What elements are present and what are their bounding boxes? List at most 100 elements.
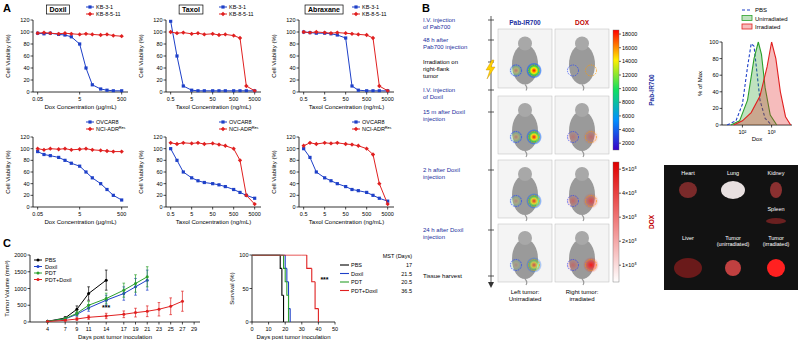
point: [196, 89, 199, 92]
legend-label: PDT: [45, 270, 57, 276]
x-tick: [158, 322, 159, 325]
signal: [566, 194, 580, 208]
y-tick: [297, 92, 300, 93]
survival-step: [302, 255, 307, 256]
image-frame: [498, 160, 552, 218]
point: [99, 148, 103, 152]
legend-marker: [221, 127, 225, 131]
x-tick: [170, 92, 171, 95]
point: [169, 305, 172, 308]
point: [336, 182, 339, 185]
point: [308, 156, 311, 159]
error-bar: [181, 291, 184, 311]
x-tick-label: 5: [323, 211, 326, 217]
y-tick-label: 0: [159, 89, 162, 95]
legend-label: Doxil: [45, 264, 57, 270]
tumor-outline: [568, 196, 579, 207]
y-tick: [31, 172, 34, 173]
x-tick-label: 25: [168, 326, 174, 332]
point: [223, 32, 227, 36]
mouse-tail: [525, 215, 527, 221]
point: [386, 202, 390, 206]
timeline-step: 15 m after Doxilinjection: [423, 109, 465, 122]
colorbar-tick: [619, 129, 621, 130]
text-line: I.V. injection: [423, 17, 455, 23]
y-tick-label: 20: [156, 77, 162, 83]
tumor-outline: [511, 196, 522, 207]
point: [42, 148, 46, 152]
survival-step: [288, 295, 289, 322]
text-line: Heart: [681, 170, 695, 176]
legend-swatch: [742, 16, 752, 21]
x-tick: [191, 207, 192, 210]
point: [223, 144, 227, 148]
point: [232, 89, 235, 92]
signal: [509, 64, 523, 78]
x-tick-label: 0.05: [32, 96, 43, 102]
legend-line: [340, 281, 349, 282]
point: [120, 149, 124, 153]
title-box: [46, 5, 69, 14]
point: [196, 141, 200, 145]
tissue-label: Liver: [682, 235, 694, 241]
point: [122, 289, 125, 292]
panel-label: C: [3, 237, 11, 249]
y-tick-label: 500: [17, 302, 26, 308]
signal: [526, 63, 542, 79]
point: [48, 147, 52, 151]
y-tick: [164, 160, 167, 161]
x-tick-label: 23: [156, 326, 162, 332]
point: [90, 148, 94, 152]
point: [42, 30, 46, 34]
column-header: Pab-IR700: [509, 19, 541, 26]
figure: ABC0204060801001200.055500Dox Concentrat…: [0, 0, 801, 351]
point: [308, 141, 312, 145]
error-bar: [76, 311, 79, 316]
point: [35, 147, 39, 151]
colorbar-tick-label: 8000: [622, 99, 634, 105]
y-tick: [164, 148, 167, 149]
point: [87, 304, 90, 307]
legend-marker: [221, 120, 224, 123]
organ: [679, 182, 697, 198]
x-tick-label: 20: [282, 326, 288, 332]
colorbar-tick: [619, 47, 621, 48]
plot-data: [301, 30, 389, 93]
x-tick: [254, 207, 255, 210]
legend-label: KB-8-5-11: [362, 11, 387, 17]
point: [217, 183, 220, 186]
point: [105, 297, 108, 300]
legend-label: KB-3-1: [362, 4, 379, 10]
y-tick-label: 120: [20, 17, 29, 23]
x-tick: [147, 322, 148, 325]
y-tick-label: 60: [156, 169, 162, 175]
image-caption: Left tumor:Unirradiated: [509, 289, 542, 302]
point: [120, 34, 124, 38]
x-tick-label: 14: [103, 326, 109, 332]
legend-label: Irradiated: [755, 24, 780, 30]
point: [49, 154, 52, 157]
image-frame: [498, 224, 552, 282]
error-bar: [134, 275, 137, 292]
point: [175, 31, 179, 35]
y-tick-label: 120: [153, 134, 162, 140]
point: [377, 182, 381, 186]
text-line: (irradiated): [763, 241, 790, 247]
signal: [583, 129, 599, 145]
table-value: 21.5: [401, 271, 412, 277]
legend-marker: [37, 259, 40, 262]
point: [386, 89, 390, 93]
tissue-label: Tumor(irradiated): [763, 235, 790, 247]
point: [377, 84, 381, 88]
y-tick: [297, 20, 300, 21]
plot-data: [252, 255, 318, 322]
colorbar-tick: [619, 143, 621, 144]
y-tick: [31, 183, 34, 184]
point: [202, 32, 206, 36]
survival-step: [285, 255, 287, 268]
axes: 0204060801001200.55505005000Taxol Concen…: [138, 17, 261, 110]
mouse-tail: [525, 151, 527, 157]
image-frame: [498, 96, 552, 154]
tissue-label: Kidney: [768, 170, 785, 176]
legend-line: [340, 290, 349, 291]
